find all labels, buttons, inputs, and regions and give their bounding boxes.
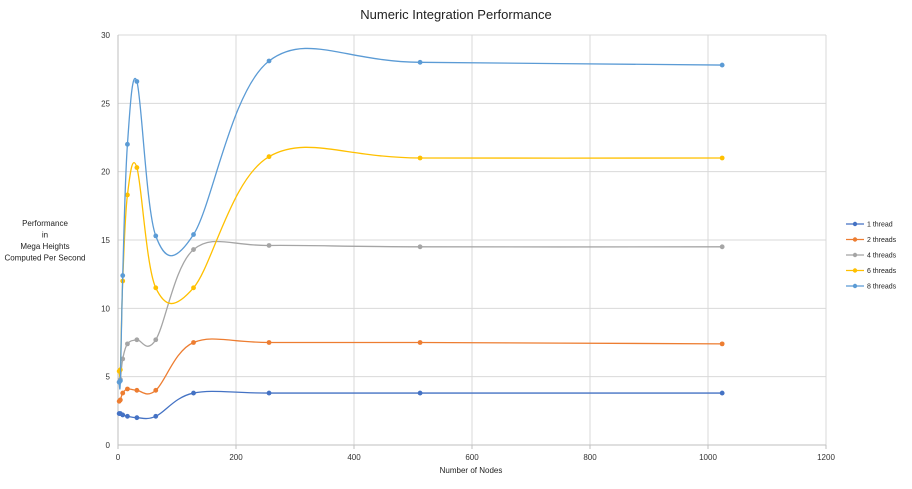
- data-point: [153, 233, 159, 239]
- legend-item: 1 thread: [846, 222, 893, 229]
- data-point: [153, 413, 159, 419]
- legend-swatch-marker: [852, 268, 858, 273]
- grid: [117, 34, 827, 446]
- data-point: [153, 285, 159, 291]
- legend-label: 6 threads: [867, 268, 897, 275]
- x-tick-label: 400: [347, 453, 361, 462]
- legend-item: 4 threads: [846, 253, 897, 260]
- data-point: [120, 412, 126, 418]
- x-tick-label: 200: [229, 453, 243, 462]
- y-tick-label: 20: [101, 168, 110, 177]
- legend-item: 6 threads: [846, 268, 897, 275]
- y-tick-label: 30: [101, 31, 110, 40]
- legend-swatch-marker: [852, 283, 858, 289]
- data-point: [417, 155, 423, 161]
- x-tick-label: 0: [116, 453, 121, 462]
- legend-swatch-marker: [852, 237, 858, 242]
- x-tick-label: 1000: [699, 453, 717, 462]
- data-point: [266, 340, 272, 345]
- data-point: [153, 337, 159, 343]
- data-point: [120, 390, 126, 396]
- data-point: [191, 232, 196, 237]
- x-tick-label: 600: [465, 453, 479, 462]
- data-point: [153, 387, 159, 393]
- legend-label: 1 thread: [867, 222, 893, 229]
- series-line: [118, 240, 723, 383]
- data-point: [125, 341, 130, 347]
- y-tick-label: 10: [101, 304, 110, 313]
- data-point: [134, 165, 140, 170]
- y-tick-label: 15: [101, 236, 110, 245]
- data-point: [417, 340, 423, 345]
- series-layer: [116, 47, 725, 421]
- series-line: [118, 47, 723, 390]
- y-tick-label: 0: [106, 441, 111, 450]
- legend-swatch-marker: [852, 252, 858, 258]
- data-point: [125, 192, 130, 198]
- x-tick-label: 1200: [817, 453, 835, 462]
- y-axis-label-line: in: [42, 231, 48, 240]
- axes: 0 5 10 15 20 25 30 0 200 400 600 800 1000 1200: [101, 31, 835, 462]
- data-point: [191, 390, 196, 396]
- data-point: [417, 59, 423, 65]
- y-tick-label: 5: [106, 373, 111, 382]
- legend-item: 8 threads: [846, 284, 897, 291]
- data-point: [120, 273, 126, 278]
- data-point: [125, 413, 130, 419]
- data-point: [719, 244, 725, 250]
- y-axis-label-line: Mega Heights: [20, 242, 69, 251]
- series-8-threads: [116, 47, 725, 390]
- data-point: [719, 155, 725, 161]
- x-axis-label: Number of Nodes: [440, 466, 503, 475]
- data-point: [134, 387, 140, 393]
- legend-label: 2 threads: [867, 237, 897, 244]
- data-point: [134, 337, 140, 343]
- legend: 1 thread 2 threads 4 threads 6 threads 8 thr…: [846, 222, 897, 291]
- series-line: [119, 390, 723, 420]
- data-point: [266, 243, 272, 248]
- data-point: [719, 390, 725, 396]
- y-axis-label: Performance in Mega Heights Computed Per Se…: [5, 219, 86, 263]
- data-point: [191, 340, 196, 345]
- y-axis-label-line: Performance: [22, 219, 68, 228]
- chart-title: Numeric Integration Performance: [360, 7, 551, 22]
- data-point: [719, 62, 725, 68]
- data-point: [134, 79, 140, 84]
- data-point: [125, 141, 130, 147]
- legend-label: 4 threads: [867, 253, 897, 260]
- y-tick-label: 25: [101, 99, 110, 108]
- data-point: [417, 244, 423, 250]
- data-point: [134, 415, 140, 421]
- data-point: [417, 390, 423, 396]
- x-tick-label: 800: [583, 453, 597, 462]
- legend-label: 8 threads: [867, 284, 897, 291]
- data-point: [120, 356, 126, 362]
- data-point: [191, 285, 196, 291]
- data-point: [266, 154, 272, 160]
- series-1-thread: [116, 390, 725, 421]
- series-2-threads: [116, 338, 725, 404]
- data-point: [191, 247, 196, 252]
- series-4-threads: [116, 240, 725, 385]
- legend-swatch-marker: [852, 221, 858, 227]
- legend-item: 2 threads: [846, 237, 897, 244]
- data-point: [266, 390, 272, 396]
- y-axis-label-line: Computed Per Second: [5, 254, 86, 263]
- data-point: [266, 58, 272, 64]
- data-point: [117, 397, 123, 403]
- data-point: [117, 378, 123, 384]
- data-point: [719, 341, 725, 347]
- data-point: [125, 386, 130, 392]
